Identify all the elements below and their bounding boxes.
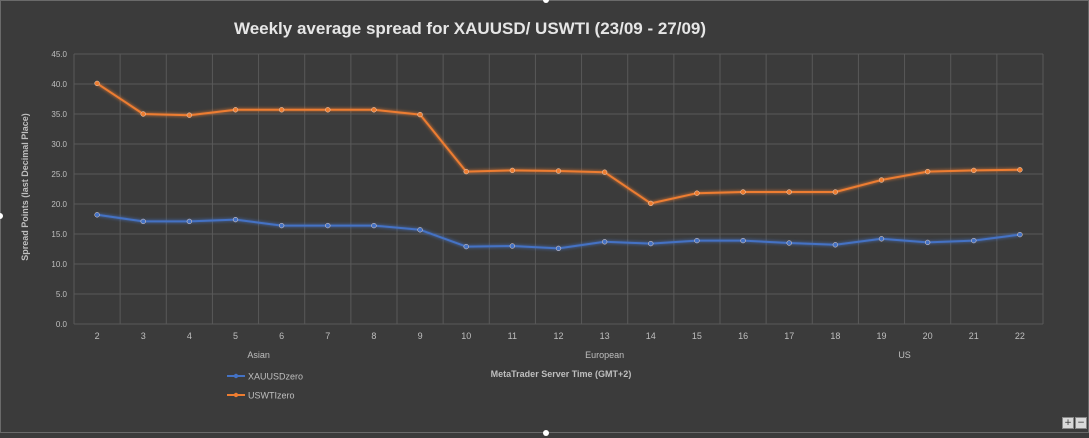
- chart-title: Weekly average spread for XAUUSD/ USWTI …: [234, 19, 706, 38]
- x-tick-label: 12: [553, 331, 563, 341]
- data-point: [232, 216, 239, 223]
- y-tick-label: 25.0: [51, 170, 67, 179]
- series-xauusdzero: [94, 212, 1023, 252]
- data-point: [694, 237, 700, 244]
- session-label: Asian: [247, 350, 270, 360]
- data-point: [186, 112, 193, 118]
- data-point: [786, 240, 792, 246]
- y-tick-label: 10.0: [51, 260, 67, 269]
- x-tick-label: 8: [371, 331, 376, 341]
- x-tick-label: 19: [876, 331, 886, 341]
- data-point: [371, 222, 377, 229]
- series-group: [94, 80, 1023, 252]
- y-tick-label: 40.0: [51, 80, 67, 89]
- x-axis-ticks: 2 3 4 5 6 7 8 9 10 11 12 13 14 15 16 17 18 19 20 21 22: [95, 331, 1025, 341]
- x-tick-label: 20: [923, 331, 933, 341]
- data-point: [1017, 231, 1023, 238]
- data-point: [786, 189, 792, 195]
- data-point: [648, 200, 654, 207]
- data-point: [740, 237, 746, 244]
- legend: XAUUSDzero USWTIzero: [227, 372, 303, 401]
- data-point: [186, 218, 193, 225]
- x-tick-label: 2: [95, 331, 100, 341]
- data-point: [555, 245, 562, 252]
- data-point: [740, 189, 746, 195]
- y-tick-label: 45.0: [51, 50, 67, 59]
- data-point: [971, 237, 977, 244]
- x-tick-label: 18: [830, 331, 840, 341]
- session-labels: Asian European US: [247, 350, 911, 360]
- zoom-in-button[interactable]: +: [1062, 417, 1074, 429]
- data-point: [924, 168, 931, 175]
- data-point: [140, 218, 146, 225]
- x-tick-label: 11: [508, 331, 517, 341]
- x-tick-label: 17: [784, 331, 794, 341]
- zoom-controls: + −: [1062, 417, 1087, 429]
- resize-handle-bottom[interactable]: [543, 430, 549, 436]
- data-point: [648, 240, 654, 247]
- data-point: [463, 243, 469, 250]
- data-point: [463, 168, 469, 175]
- series-uswtizero: [94, 80, 1023, 207]
- data-point: [1017, 167, 1023, 173]
- x-tick-label: 10: [461, 331, 471, 341]
- y-tick-label: 30.0: [51, 140, 67, 149]
- legend-label: USWTIzero: [248, 391, 295, 401]
- data-point: [509, 243, 516, 249]
- data-point: [417, 111, 423, 118]
- x-tick-label: 4: [187, 331, 192, 341]
- data-point: [971, 167, 977, 174]
- x-tick-label: 9: [418, 331, 423, 341]
- data-point: [924, 239, 931, 246]
- data-point: [140, 111, 146, 117]
- x-tick-label: 21: [969, 331, 979, 341]
- y-tick-label: 35.0: [51, 110, 67, 119]
- zoom-out-button[interactable]: −: [1075, 417, 1087, 429]
- legend-marker: [233, 373, 239, 379]
- data-point: [371, 107, 377, 113]
- x-tick-label: 14: [646, 331, 656, 341]
- data-point: [832, 189, 839, 195]
- data-point: [601, 169, 608, 175]
- data-point: [278, 107, 285, 113]
- data-point: [232, 107, 239, 113]
- data-point: [555, 168, 562, 174]
- x-tick-label: 6: [279, 331, 284, 341]
- x-tick-label: 22: [1015, 331, 1025, 341]
- data-point: [878, 236, 885, 242]
- session-label: European: [585, 350, 624, 360]
- y-tick-label: 15.0: [51, 230, 67, 239]
- data-point: [278, 222, 285, 229]
- data-point: [878, 177, 885, 183]
- data-point: [832, 242, 839, 248]
- data-point: [509, 167, 516, 174]
- y-axis-title: Spread Points (last Decimal Place): [20, 113, 30, 261]
- data-point: [601, 239, 608, 245]
- x-tick-label: 7: [325, 331, 330, 341]
- data-point: [325, 222, 331, 229]
- data-point: [417, 227, 423, 233]
- resize-handle-top[interactable]: [543, 0, 549, 3]
- data-point: [694, 190, 700, 196]
- legend-label: XAUUSDzero: [248, 372, 303, 382]
- legend-marker: [233, 392, 239, 398]
- data-point: [94, 80, 100, 87]
- session-label: US: [898, 350, 911, 360]
- resize-handle-left[interactable]: [0, 213, 3, 219]
- x-tick-label: 13: [600, 331, 610, 341]
- y-tick-label: 20.0: [51, 200, 67, 209]
- y-axis-ticks: 0.0 5.0 10.0 15.0 20.0 25.0 30.0 35.0 40.0 45.0: [51, 50, 67, 329]
- x-tick-label: 3: [141, 331, 146, 341]
- x-tick-label: 15: [692, 331, 702, 341]
- x-axis-title: MetaTrader Server Time (GMT+2): [491, 369, 632, 379]
- data-point: [94, 212, 100, 218]
- data-point: [325, 107, 331, 113]
- x-tick-label: 5: [233, 331, 238, 341]
- y-tick-label: 0.0: [56, 320, 68, 329]
- y-tick-label: 5.0: [56, 290, 68, 299]
- x-tick-label: 16: [738, 331, 748, 341]
